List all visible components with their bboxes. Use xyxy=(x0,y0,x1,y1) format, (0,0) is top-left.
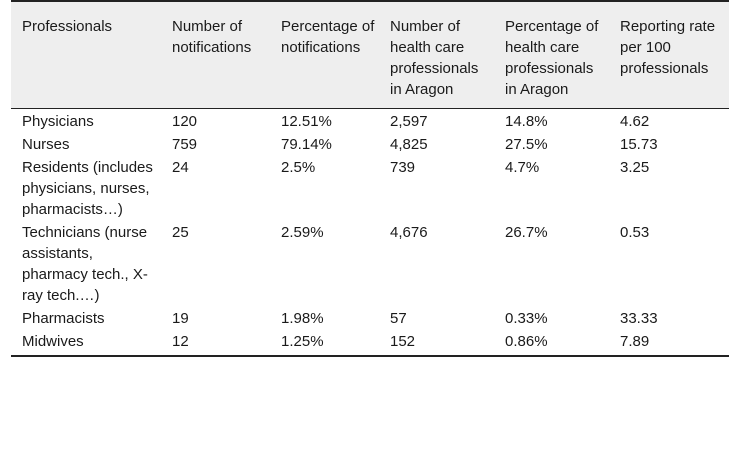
cell-professionals-pct: 14.8% xyxy=(505,113,548,130)
cell-notifications: 759 xyxy=(172,136,198,153)
data-table: Professionals Number of notifications Pe… xyxy=(11,0,729,355)
header-percentage-of-professionals: Percentage of health care professionals … xyxy=(505,18,599,98)
cell-reporting-rate: 3.25 xyxy=(620,159,650,176)
cell-notifications-pct: 2.59% xyxy=(281,224,324,241)
table-top-rule xyxy=(11,0,729,2)
cell-notifications: 120 xyxy=(172,113,198,130)
table-row: Nurses 759 79.14% 4,825 27.5% 15.73 xyxy=(11,133,729,156)
table-row: Pharmacists 19 1.98% 57 0.33% 33.33 xyxy=(11,307,729,330)
cell-notifications: 25 xyxy=(172,224,189,241)
table-bottom-rule xyxy=(11,355,729,357)
cell-professional: Residents (includes physicians, nurses, … xyxy=(22,159,153,218)
cell-reporting-rate: 15.73 xyxy=(620,136,658,153)
cell-professionals-pct: 0.86% xyxy=(505,333,548,350)
header-reporting-rate: Reporting rate per 100 professionals xyxy=(620,18,716,77)
header-number-of-notifications: Number of notifications xyxy=(172,18,252,56)
table-row: Residents (includes physicians, nurses, … xyxy=(11,156,729,221)
cell-reporting-rate: 4.62 xyxy=(620,113,650,130)
cell-notifications-pct: 1.98% xyxy=(281,310,324,327)
cell-professionals-pct: 26.7% xyxy=(505,224,548,241)
cell-professionals-count: 57 xyxy=(390,310,407,327)
cell-professionals-pct: 27.5% xyxy=(505,136,548,153)
table-header-rule xyxy=(11,108,729,109)
table-row: Technicians (nurse assistants, pharmacy … xyxy=(11,221,729,307)
cell-reporting-rate: 7.89 xyxy=(620,333,650,350)
cell-professional: Physicians xyxy=(22,113,94,130)
table-body: Physicians 120 12.51% 2,597 14.8% 4.62 N… xyxy=(11,109,729,355)
header-percentage-of-notifications: Percentage of notifications xyxy=(281,18,375,56)
cell-professionals-pct: 4.7% xyxy=(505,159,540,176)
cell-professionals-count: 2,597 xyxy=(390,113,428,130)
cell-notifications: 24 xyxy=(172,159,189,176)
cell-notifications-pct: 12.51% xyxy=(281,113,332,130)
cell-professionals-count: 4,825 xyxy=(390,136,428,153)
header-professionals: Professionals xyxy=(22,18,113,35)
header-number-of-professionals: Number of health care professionals in A… xyxy=(390,18,479,98)
cell-professionals-count: 739 xyxy=(390,159,416,176)
table-row: Midwives 12 1.25% 152 0.86% 7.89 xyxy=(11,330,729,355)
table-header: Professionals Number of notifications Pe… xyxy=(11,0,729,109)
table-row: Physicians 120 12.51% 2,597 14.8% 4.62 xyxy=(11,109,729,133)
cell-professionals-count: 152 xyxy=(390,333,416,350)
cell-reporting-rate: 33.33 xyxy=(620,310,658,327)
cell-professionals-count: 4,676 xyxy=(390,224,428,241)
cell-reporting-rate: 0.53 xyxy=(620,224,650,241)
cell-notifications-pct: 2.5% xyxy=(281,159,316,176)
cell-professional: Pharmacists xyxy=(22,310,105,327)
cell-professional: Midwives xyxy=(22,333,84,350)
cell-professional: Nurses xyxy=(22,136,70,153)
cell-professionals-pct: 0.33% xyxy=(505,310,548,327)
cell-professional: Technicians (nurse assistants, pharmacy … xyxy=(22,224,148,304)
cell-notifications-pct: 79.14% xyxy=(281,136,332,153)
header-row: Professionals Number of notifications Pe… xyxy=(11,0,729,109)
cell-notifications-pct: 1.25% xyxy=(281,333,324,350)
cell-notifications: 12 xyxy=(172,333,189,350)
cell-notifications: 19 xyxy=(172,310,189,327)
